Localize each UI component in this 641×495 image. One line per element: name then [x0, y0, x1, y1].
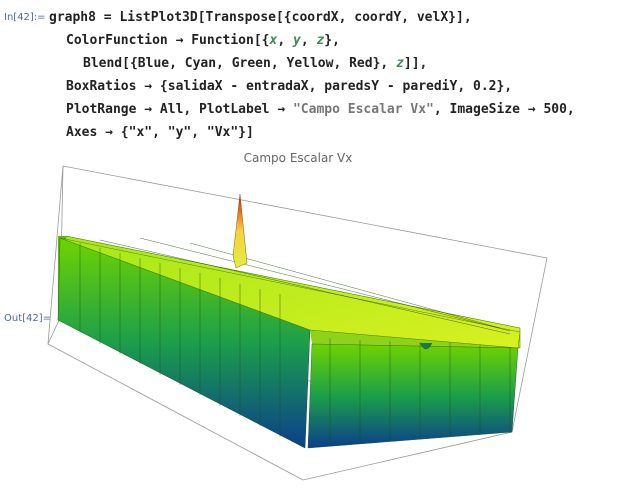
- code-token: "Campo Escalar Vx": [292, 102, 434, 117]
- code-token: ,: [300, 33, 317, 48]
- output-label: Out[42]=: [4, 313, 52, 324]
- code-token: graph8 = ListPlot3D[Transpose[{coordX, c…: [49, 10, 472, 25]
- code-token: x: [269, 33, 278, 48]
- code-token: ]],: [403, 56, 428, 71]
- code-token: Blend[{Blue, Cyan, Green, Yellow, Red},: [83, 56, 397, 71]
- code-token: z: [316, 33, 325, 48]
- code-token: z: [396, 56, 404, 71]
- code-token: },: [324, 33, 340, 48]
- code-token: Axes → {"x", "y", "Vx"}]: [66, 125, 254, 140]
- code-token: PlotRange → All, PlotLabel →: [66, 102, 293, 117]
- plot-label: Campo Escalar Vx: [244, 151, 353, 165]
- code-line: graph8 = ListPlot3D[Transpose[{coordX, c…: [49, 6, 575, 29]
- code-line: Blend[{Blue, Cyan, Green, Yellow, Red}, …: [49, 52, 575, 75]
- code-token: ColorFunction → Function[{: [66, 33, 270, 48]
- code-line: BoxRatios → {salidaX - entradaX, paredsY…: [49, 75, 575, 98]
- code-token: BoxRatios → {salidaX - entradaX, paredsY…: [66, 79, 513, 94]
- code-token: , ImageSize → 500,: [433, 102, 575, 117]
- code-line: ColorFunction → Function[{x, y, z},: [49, 29, 575, 52]
- surface: [57, 193, 521, 449]
- code-line: Axes → {"x", "y", "Vx"}]: [49, 121, 575, 144]
- code-token: y: [292, 33, 301, 48]
- code-line: PlotRange → All, PlotLabel → "Campo Esca…: [49, 98, 575, 121]
- input-label: In[42]:=: [4, 12, 46, 23]
- input-code[interactable]: graph8 = ListPlot3D[Transpose[{coordX, c…: [49, 6, 575, 144]
- plot-3d: Campo Escalar Vx: [47, 151, 548, 481]
- code-token: ,: [277, 33, 293, 48]
